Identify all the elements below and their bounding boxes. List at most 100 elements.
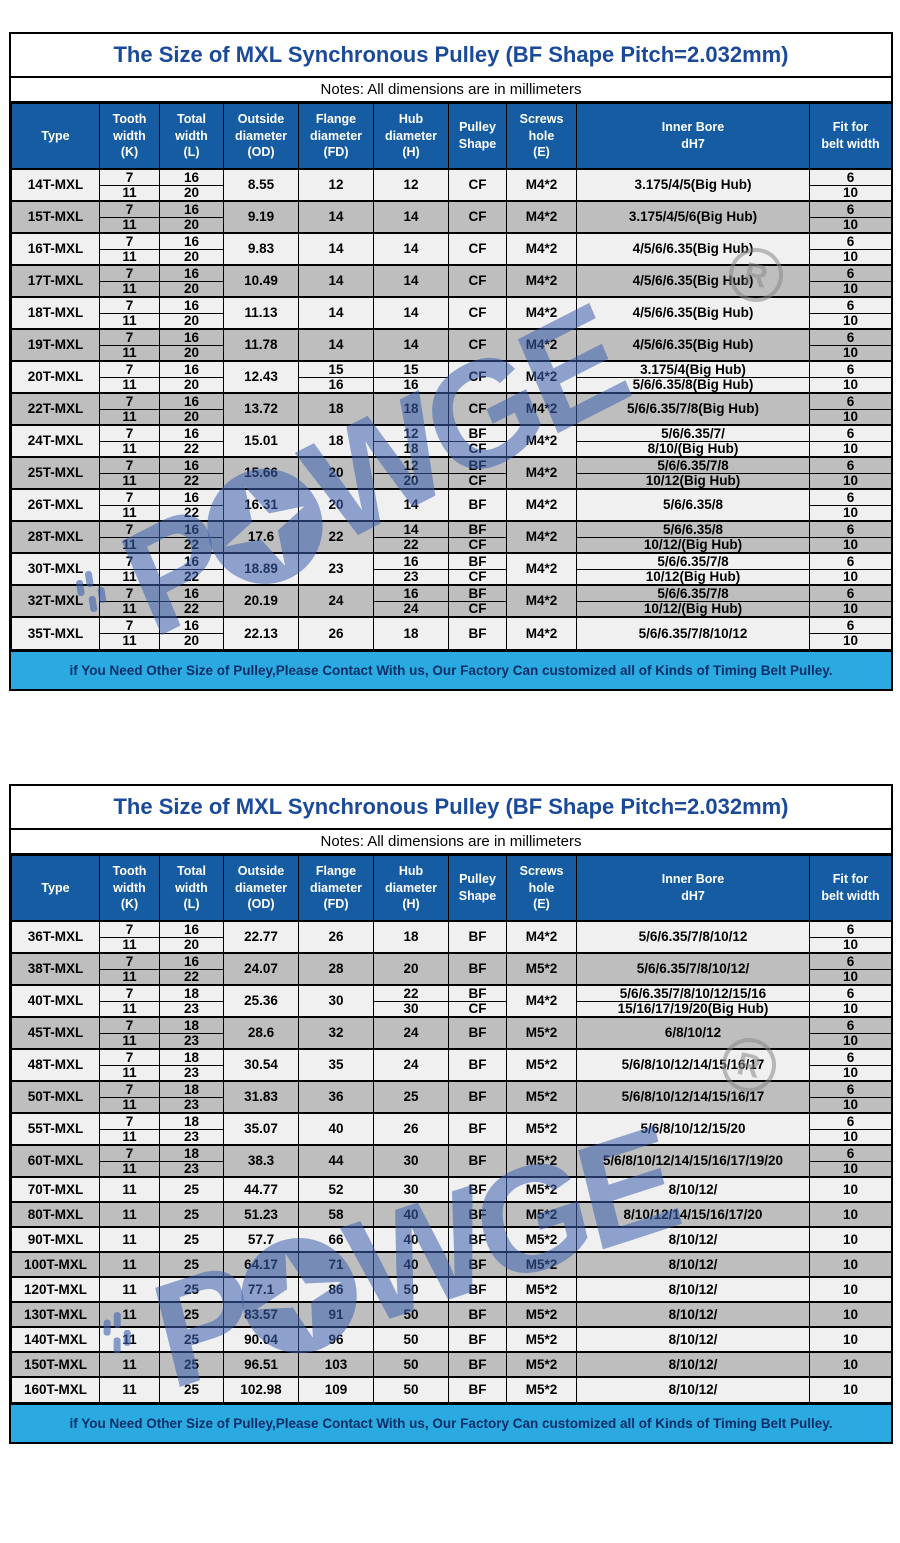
pulley-row-group: 48T-MXL 7 18 30.54 35 24 BF M5*2 5/6/8/10/12/14/… xyxy=(11,1048,892,1082)
cell-e: M4*2 xyxy=(506,984,577,1018)
cell-fit: 10 xyxy=(809,472,892,490)
pulley-row-group: 17T-MXL 7 16 10.49 14 14 CF M4*2 4/5/6/6.35(Big … xyxy=(11,264,892,298)
cell-bore: 5/6/8/10/12/14/15/16/17 xyxy=(576,1080,810,1114)
table-row: 11 20 10 xyxy=(12,248,892,266)
cell-fit: 10 xyxy=(809,216,892,234)
cell-h: 16 xyxy=(373,376,449,394)
table-row: 16T-MXL 7 16 9.83 14 14 CF M4*2 4/5/6/6.35(Big H… xyxy=(11,232,892,266)
cell-l: 16 xyxy=(159,920,224,938)
cell-fit: 10 xyxy=(809,1096,892,1114)
table-row: 40T-MXL 7 18 25.36 30 22 BF M4*2 5/6/6.35/7/8/10… xyxy=(11,984,892,1018)
cell-l: 23 xyxy=(159,1000,224,1018)
cell-fit: 10 xyxy=(809,568,892,586)
cell-k: 11 xyxy=(99,936,160,954)
cell-l: 16 xyxy=(159,456,224,474)
cell-type: 14T-MXL xyxy=(11,168,100,202)
cell-type: 26T-MXL xyxy=(11,488,100,522)
cell-od: 35.07 xyxy=(223,1112,299,1146)
cell-fit: 10 xyxy=(809,408,892,426)
spec-table-1: Type Tooth width (K) Total width (L) Outsid… xyxy=(11,103,892,650)
cell-shape: BF xyxy=(448,456,507,474)
cell-k: 7 xyxy=(99,1048,160,1066)
cell-fd: 14 xyxy=(298,328,374,362)
cell-fit: 10 xyxy=(809,1032,892,1050)
pulley-row-group: 120T-MXL 11 25 77.1 86 50 BF M5*2 8/10/12/10 xyxy=(11,1276,892,1303)
pulley-row-group: 50T-MXL 7 18 31.83 36 25 BF M5*2 5/6/8/10/12/14/… xyxy=(11,1080,892,1114)
cell-k: 7 xyxy=(99,952,160,970)
cell-type: 120T-MXL xyxy=(11,1276,100,1303)
cell-type: 38T-MXL xyxy=(11,952,100,986)
cell-od: 15.66 xyxy=(223,456,299,490)
spec-table-2: Type Tooth width (K) Total width (L) Outsid… xyxy=(11,855,892,1403)
cell-e: M5*2 xyxy=(506,1351,577,1378)
pulley-row-group: 45T-MXL 7 18 28.6 32 24 BF M5*2 6/8/10/12 6 11 23 10 xyxy=(11,1016,892,1050)
cell-fit: 6 xyxy=(809,1048,892,1066)
table-row: 32T-MXL 7 16 20.19 24 16 BF M4*2 5/6/6.35/7/8 6 xyxy=(11,584,892,618)
cell-h: 16 xyxy=(373,552,449,570)
pulley-row-group: 70T-MXL 11 25 44.77 52 30 BF M5*2 8/10/12/10 xyxy=(11,1176,892,1203)
cell-bore: 8/10/12/ xyxy=(576,1351,810,1378)
pulley-row-group: 30T-MXL 7 16 18.89 23 16 BF M4*2 5/6/6.35/7/8 6 11… xyxy=(11,552,892,586)
cell-fd: 14 xyxy=(298,232,374,266)
table-row: 11 23 30 CF 15/16/17/19/20(Big Hub) 10 xyxy=(12,1000,892,1018)
cell-type: 32T-MXL xyxy=(11,584,100,618)
cell-h: 18 xyxy=(373,616,449,650)
cell-shape: BF xyxy=(448,1326,507,1353)
cell-k: 11 xyxy=(99,1376,160,1403)
cell-fd: 58 xyxy=(298,1201,374,1228)
cell-od: 83.57 xyxy=(223,1301,299,1328)
cell-k: 7 xyxy=(99,232,160,250)
cell-k: 11 xyxy=(99,1326,160,1353)
column-header: Fit for belt width xyxy=(809,103,892,170)
cell-bore: 8/10/12/ xyxy=(576,1226,810,1253)
cell-od: 44.77 xyxy=(223,1176,299,1203)
cell-bore: 3.175/4/5/6(Big Hub) xyxy=(576,200,810,234)
cell-bore: 5/6/6.35/7/8/10/12/15/16 xyxy=(576,984,810,1002)
cell-od: 9.83 xyxy=(223,232,299,266)
column-header: Outside diameter (OD) xyxy=(223,855,299,922)
cell-l: 22 xyxy=(159,600,224,618)
table-row: 160T-MXL 11 25 102.98 109 50 BF M5*2 8/10/12/10 xyxy=(11,1376,892,1403)
cell-shape: CF xyxy=(448,360,507,394)
cell-fit: 10 xyxy=(809,632,892,650)
cell-l: 25 xyxy=(159,1351,224,1378)
column-header: Tooth width (K) xyxy=(99,103,160,170)
cell-h: 24 xyxy=(373,1048,449,1082)
table-row: 150T-MXL 11 25 96.51 103 50 BF M5*2 8/10/12/10 xyxy=(11,1351,892,1378)
cell-h: 30 xyxy=(373,1176,449,1203)
cell-fit: 10 xyxy=(809,1176,892,1203)
cell-k: 11 xyxy=(99,344,160,362)
cell-fd: 23 xyxy=(298,552,374,586)
cell-type: 70T-MXL xyxy=(11,1176,100,1203)
table-row: 26T-MXL 7 16 16.31 20 14 BF M4*2 5/6/6.35/8 6 xyxy=(11,488,892,522)
pulley-row-group: 32T-MXL 7 16 20.19 24 16 BF M4*2 5/6/6.35/7/8 6 11… xyxy=(11,584,892,618)
cell-fit: 10 xyxy=(809,1201,892,1228)
cell-k: 11 xyxy=(99,632,160,650)
cell-k: 11 xyxy=(99,1000,160,1018)
column-header: Screws hole (E) xyxy=(506,855,577,922)
cell-l: 20 xyxy=(159,312,224,330)
cell-fd: 26 xyxy=(298,920,374,954)
cell-od: 11.13 xyxy=(223,296,299,330)
cell-e: M4*2 xyxy=(506,488,577,522)
cell-type: 50T-MXL xyxy=(11,1080,100,1114)
cell-l: 18 xyxy=(159,1080,224,1098)
cell-bore: 15/16/17/19/20(Big Hub) xyxy=(576,1000,810,1018)
cell-k: 11 xyxy=(99,312,160,330)
custom-order-banner: if You Need Other Size of Pulley,Please … xyxy=(11,1402,891,1442)
cell-h: 23 xyxy=(373,568,449,586)
header-row: Type Tooth width (K) Total width (L) Outsid… xyxy=(11,855,892,922)
column-header: Pulley Shape xyxy=(448,103,507,170)
cell-fit: 10 xyxy=(809,344,892,362)
cell-bore: 8/10/12/ xyxy=(576,1326,810,1353)
header-row: Type Tooth width (K) Total width (L) Outsid… xyxy=(11,103,892,170)
cell-e: M4*2 xyxy=(506,584,577,618)
column-header: Screws hole (E) xyxy=(506,103,577,170)
cell-h: 22 xyxy=(373,984,449,1002)
cell-shape: BF xyxy=(448,1048,507,1082)
cell-h: 14 xyxy=(373,328,449,362)
cell-h: 15 xyxy=(373,360,449,378)
pulley-row-group: 40T-MXL 7 18 25.36 30 22 BF M4*2 5/6/6.35/7/8/10… xyxy=(11,984,892,1018)
cell-e: M4*2 xyxy=(506,168,577,202)
cell-fit: 6 xyxy=(809,456,892,474)
